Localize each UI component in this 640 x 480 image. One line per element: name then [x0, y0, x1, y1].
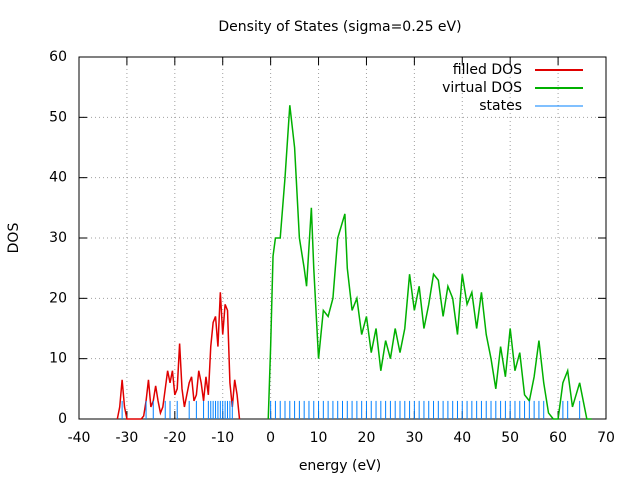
y-tick-label: 50 — [49, 109, 67, 125]
x-tick-label: -30 — [115, 430, 138, 446]
y-tick-label: 10 — [49, 351, 67, 367]
y-axis-label: DOS — [6, 223, 22, 254]
x-tick-label: -20 — [163, 430, 186, 446]
legend-label: virtual DOS — [442, 80, 522, 96]
legend-label: filled DOS — [453, 62, 522, 78]
legend-label: states — [479, 98, 522, 114]
x-tick-label: -10 — [211, 430, 234, 446]
x-tick-label: 30 — [405, 430, 423, 446]
x-tick-label: 70 — [597, 430, 615, 446]
x-tick-label: -40 — [68, 430, 91, 446]
chart-title: Density of States (sigma=0.25 eV) — [218, 19, 461, 35]
x-tick-label: 10 — [310, 430, 328, 446]
x-axis-label: energy (eV) — [299, 458, 381, 474]
x-tick-label: 0 — [266, 430, 275, 446]
x-tick-label: 60 — [549, 430, 567, 446]
y-tick-label: 20 — [49, 290, 67, 306]
y-tick-label: 40 — [49, 170, 67, 186]
series-line — [116, 292, 241, 420]
plot-frame — [78, 56, 607, 420]
x-tick-label: 40 — [453, 430, 471, 446]
y-tick-label: 30 — [49, 230, 67, 246]
y-tick-label: 0 — [58, 411, 67, 427]
x-tick-label: 50 — [501, 430, 519, 446]
x-tick-label: 20 — [358, 430, 376, 446]
series-line — [267, 105, 592, 420]
y-tick-label: 60 — [49, 49, 67, 65]
